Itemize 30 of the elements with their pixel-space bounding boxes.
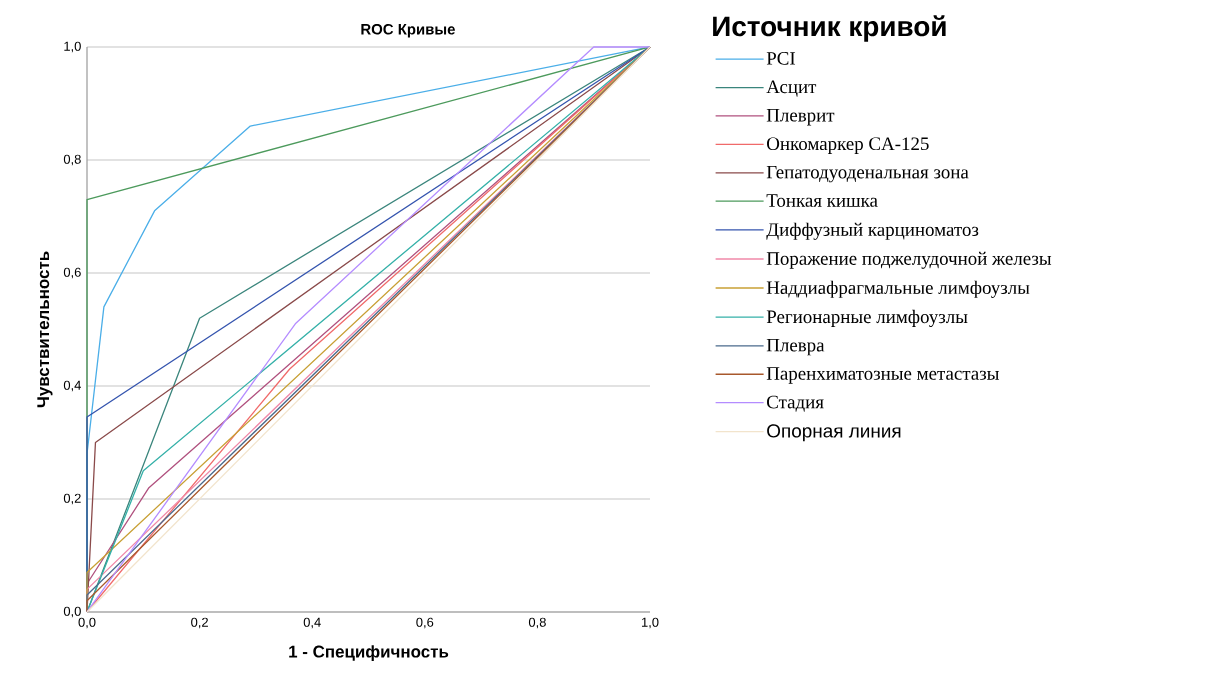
y-tick-label: 1,0 <box>64 41 81 53</box>
x-tick-label: 0,2 <box>191 617 208 629</box>
legend-label: PCI <box>766 52 796 65</box>
chart-title: ROC Кривые <box>361 23 455 38</box>
x-axis-title: 1 - Специфичность <box>289 645 449 661</box>
legend-label: Гепатодуоденальная зона <box>766 165 969 183</box>
x-tick-label: 0,8 <box>528 617 546 629</box>
y-axis-title: Чувствительность <box>37 251 53 408</box>
legend-label: Паренхиматозные метастазы <box>766 367 999 384</box>
legend-label: Онкомаркер CA-125 <box>767 137 929 154</box>
x-tick-label: 1,0 <box>641 617 659 629</box>
legend-label: Тонкая кишка <box>766 194 878 207</box>
y-tick-label: 0,2 <box>63 493 81 505</box>
y-tick-label: 0,8 <box>63 154 81 166</box>
legend-label: Стадия <box>767 395 824 412</box>
y-tick-label: 0,0 <box>63 606 81 618</box>
legend-label: Диффузный карциноматоз <box>766 222 979 240</box>
y-tick-label: 0,6 <box>63 267 81 279</box>
legend-label: Плеврит <box>766 109 835 126</box>
legend-title: Источник кривой <box>713 15 946 42</box>
x-tick-label: 0,6 <box>416 617 434 629</box>
legend-label: Наддиафрагмальные лимфоузлы <box>766 280 1030 298</box>
legend-label: Поражение поджелудочной железы <box>766 251 1052 269</box>
legend-label: Опорная линия <box>767 424 901 442</box>
legend-label: Асцит <box>766 80 817 97</box>
x-tick-label: 0,4 <box>303 617 321 629</box>
legend-label: Регионарные лимфоузлы <box>766 309 968 328</box>
legend-label: Плевра <box>766 338 825 356</box>
y-tick-label: 0,4 <box>63 380 81 392</box>
x-tick-label: 0,0 <box>78 617 96 629</box>
